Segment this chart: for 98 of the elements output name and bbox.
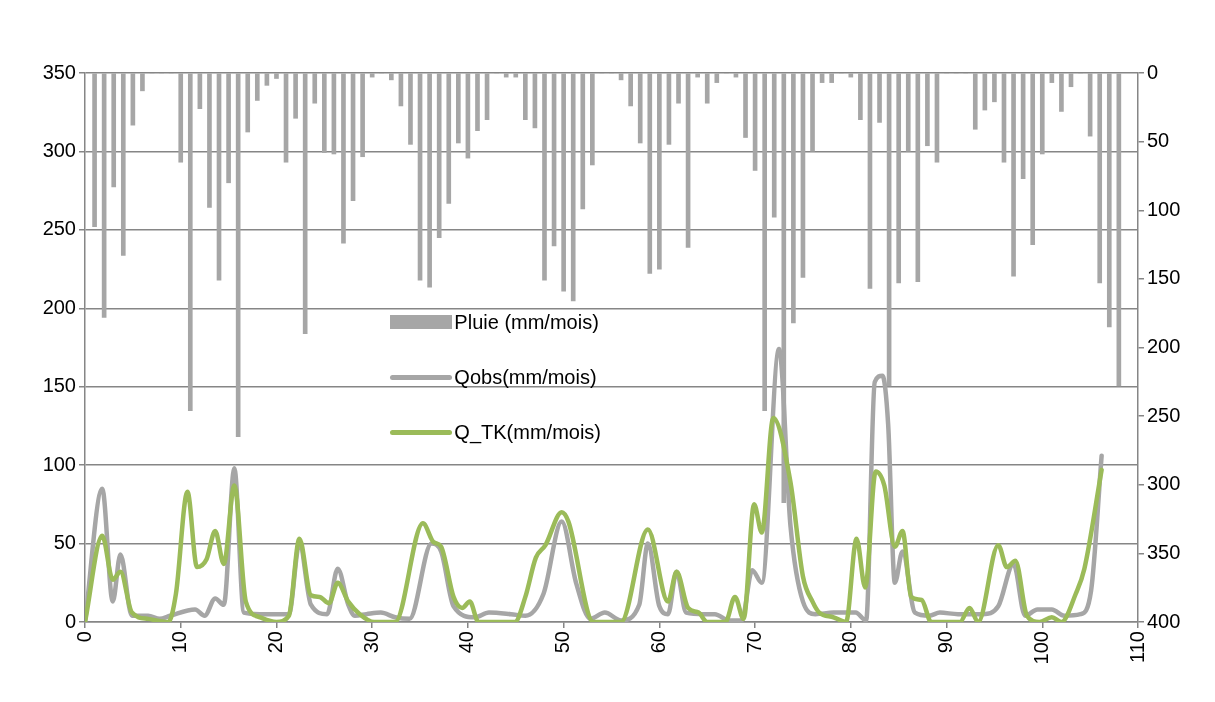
x-tick-label: 110: [1125, 631, 1148, 663]
bar: [1097, 73, 1103, 284]
bar: [302, 73, 308, 335]
bar: [1030, 73, 1036, 245]
bar: [523, 73, 528, 120]
bar: [657, 73, 662, 270]
x-tick-label: 70: [742, 631, 765, 654]
bar: [791, 73, 796, 324]
legend-label: Pluie (mm/mois): [454, 310, 599, 334]
bar: [561, 73, 566, 292]
bar: [819, 73, 825, 83]
bar: [274, 73, 279, 79]
bar: [704, 73, 710, 104]
bar: [120, 73, 126, 256]
bar: [475, 73, 480, 131]
x-tick-label: 90: [934, 631, 957, 654]
y-tick-label: 50: [53, 531, 76, 554]
bar: [848, 73, 854, 78]
legend-label: Q_TK(mm/mois): [454, 420, 602, 444]
bar: [92, 73, 97, 228]
y2-tick-label: 350: [1147, 540, 1181, 563]
bar: [389, 73, 394, 81]
legend-label: Qobs(mm/mois): [454, 365, 597, 389]
y-tick-label: 350: [42, 60, 76, 83]
x-tick-label: 30: [359, 631, 382, 654]
bar: [743, 73, 748, 138]
bar: [360, 73, 365, 158]
bar: [264, 73, 270, 86]
x-tick-label: 10: [168, 631, 191, 654]
bar: [972, 73, 978, 130]
bar: [178, 73, 184, 163]
bar: [905, 73, 911, 152]
bar: [771, 73, 777, 218]
bar: [1011, 73, 1016, 277]
bar: [293, 73, 298, 119]
x-tick-label: 50: [551, 631, 574, 654]
y-tick-label: 150: [42, 374, 76, 397]
bar: [829, 73, 834, 83]
y2-tick-label: 50: [1147, 129, 1170, 152]
bar: [446, 73, 452, 204]
bar: [714, 73, 720, 83]
bar: [570, 73, 576, 302]
bar: [456, 73, 461, 144]
x-tick-label: 20: [263, 631, 286, 654]
bar: [226, 73, 231, 184]
bar: [896, 73, 902, 284]
x-tick-label: 60: [646, 631, 669, 654]
bar: [341, 73, 346, 244]
bar: [590, 73, 595, 166]
bar: [925, 73, 930, 147]
bar: [762, 73, 767, 411]
bar: [427, 73, 432, 288]
y2-tick-label: 250: [1147, 403, 1181, 426]
y2-tick-label: 0: [1147, 60, 1159, 83]
bar: [513, 73, 519, 78]
x-tick-label: 0: [72, 631, 95, 643]
bar: [810, 73, 815, 152]
y2-tick-label: 100: [1147, 197, 1181, 220]
bar: [245, 73, 251, 133]
bar: [408, 73, 413, 145]
y-tick-label: 300: [42, 138, 76, 161]
y2-tick-label: 150: [1147, 266, 1181, 289]
bar: [503, 73, 509, 78]
y-tick-label: 250: [42, 217, 76, 240]
x-tick-label: 100: [1029, 631, 1052, 665]
bar: [1039, 73, 1045, 155]
x-tick-label: 40: [455, 631, 478, 654]
bar: [542, 73, 547, 281]
bar: [647, 73, 653, 274]
bar: [254, 73, 260, 101]
bar: [1059, 73, 1064, 112]
bar: [695, 73, 700, 78]
bar: [187, 73, 193, 411]
y-tick-label: 0: [64, 609, 76, 632]
bar: [877, 73, 882, 123]
y2-tick-label: 200: [1147, 335, 1181, 358]
bar: [676, 73, 681, 104]
line-series: [85, 415, 1104, 622]
bar: [369, 73, 375, 78]
bar: [1106, 73, 1112, 328]
bar: [580, 73, 586, 210]
bar: [111, 73, 117, 188]
y-tick-label: 200: [42, 295, 76, 318]
bar: [312, 73, 318, 104]
x-tick-label: 80: [838, 631, 861, 654]
y-tick-label: 100: [42, 452, 76, 475]
bar: [436, 73, 442, 239]
bar: [321, 73, 327, 153]
bar: [858, 73, 863, 120]
bar: [1049, 73, 1055, 83]
bar: [915, 73, 921, 282]
y2-tick-label: 400: [1147, 609, 1181, 632]
y2-tick-label: 300: [1147, 472, 1181, 495]
bar: [207, 73, 212, 208]
bar: [637, 73, 643, 144]
bar: [992, 73, 997, 103]
bar: [140, 73, 145, 92]
bar: [628, 73, 633, 107]
